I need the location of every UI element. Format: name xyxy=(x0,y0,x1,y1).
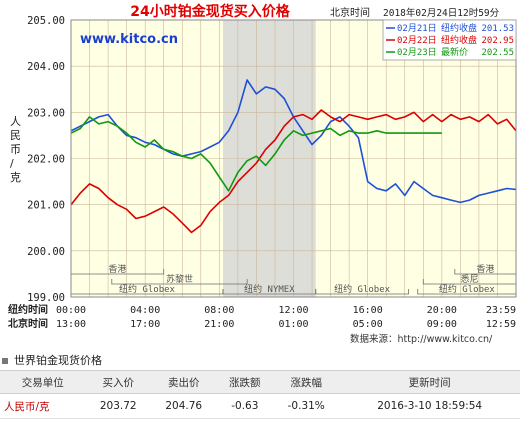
legend-label: 纽约收盘 xyxy=(441,22,477,34)
legend-value: 202.55 xyxy=(481,48,514,58)
table-header: 更新时间 xyxy=(339,370,520,394)
x-tick-label-ny: 04:00 xyxy=(130,305,160,316)
x-tick-label-ny: 16:00 xyxy=(353,305,383,316)
market-session-label: 纽约 Globex xyxy=(119,283,176,295)
table-row: 人民币/克 203.72 204.76 -0.63 -0.31% 2016-3-… xyxy=(0,393,520,419)
table-cell: 人民币/克 xyxy=(0,393,86,419)
legend: 02月21日 纽约收盘 201.53 02月22日 纽约收盘 202.95 02月23日 最新… xyxy=(382,19,517,61)
y-tick-labels: 205.00 204.00 203.00 202.00 201.00 200.00 199.… xyxy=(27,15,65,304)
legend-label: 纽约收盘 xyxy=(441,34,477,46)
datetime-value: 2018年02月24日12时59分 xyxy=(383,7,500,19)
source-note: 数据来源：http://www.kitco.cn/ xyxy=(350,333,493,345)
x-tick-label-ny: 23:59 xyxy=(486,305,516,316)
section-title: 世界铂金现货价格 xyxy=(0,352,520,370)
x-tick-labels: 00:00 13:00 04:00 17:00 08:00 21:00 12:00 01:00… xyxy=(56,305,516,330)
bullet-icon xyxy=(2,358,8,364)
table-header: 涨跌幅 xyxy=(273,370,340,394)
chart-title: 24小时铂金现货买入价格 xyxy=(130,3,290,20)
x-tick-label-ny: 12:00 xyxy=(278,305,308,316)
y-axis-label-char: / xyxy=(10,157,14,170)
table-header: 交易单位 xyxy=(0,370,86,394)
market-session-label: 纽约 Globex xyxy=(334,283,391,295)
market-session-label: 悉尼 xyxy=(461,273,479,285)
section-title-text: 世界铂金现货价格 xyxy=(14,354,102,367)
legend-box xyxy=(382,19,517,61)
plot-border xyxy=(70,19,517,298)
price-table: 交易单位 买入价 卖出价 涨跌额 涨跌幅 更新时间 人民币/克 203.72 2… xyxy=(0,370,520,419)
legend-date: 02月23日 xyxy=(397,47,437,58)
x-tick-label-bj: 12:59 xyxy=(486,319,516,330)
x-tick-label-bj: 17:00 xyxy=(130,319,160,330)
table-cell: 2016-3-10 18:59:54 xyxy=(339,393,520,419)
table-header: 买入价 xyxy=(85,370,151,394)
gridlines xyxy=(71,20,516,297)
row-label-bj: 北京时间 xyxy=(8,317,48,330)
market-session-label: 纽约 Globex xyxy=(439,283,496,295)
y-axis-label-char: 币 xyxy=(10,143,21,156)
table-cell: 203.72 xyxy=(85,393,151,419)
price-table-section: 世界铂金现货价格 交易单位 买入价 卖出价 涨跌额 涨跌幅 更新时间 人民币/克… xyxy=(0,352,520,419)
y-tick-label: 204.00 xyxy=(27,61,65,73)
legend-value: 202.95 xyxy=(481,36,514,46)
table-cell: -0.63 xyxy=(216,393,274,419)
watermark-url: www.kitco.cn xyxy=(80,32,178,47)
row-label-ny: 纽约时间 xyxy=(8,303,48,316)
datetime-label: 北京时间 xyxy=(330,6,370,19)
x-tick-label-ny: 00:00 xyxy=(56,305,86,316)
y-axis-label-char: 人 xyxy=(10,115,21,128)
legend-date: 02月22日 xyxy=(397,35,437,46)
chart-area: 香港 香港 苏黎世 悉尼 纽约 Globex 纽约 NYMEX 纽约 Globex 纽约 Gl… xyxy=(8,3,517,345)
y-axis-label: 人 民 币 / 克 xyxy=(10,115,21,184)
y-tick-label: 203.00 xyxy=(27,107,65,119)
x-tick-label-bj: 09:00 xyxy=(427,319,457,330)
legend-label: 最新价 xyxy=(441,46,468,58)
x-tick-label-bj: 05:00 xyxy=(353,319,383,330)
table-cell: -0.31% xyxy=(273,393,340,419)
y-tick-label: 201.00 xyxy=(27,200,65,212)
series-line xyxy=(70,116,442,192)
table-header: 卖出价 xyxy=(150,370,217,394)
market-session-label: 香港 xyxy=(108,263,126,275)
market-session-label: 纽约 NYMEX xyxy=(244,283,295,295)
table-cell: 204.76 xyxy=(150,393,217,419)
series-lines xyxy=(70,79,517,234)
market-session-label: 香港 xyxy=(476,263,494,275)
table-header-row: 交易单位 买入价 卖出价 涨跌额 涨跌幅 更新时间 xyxy=(0,370,520,394)
legend-date: 02月21日 xyxy=(397,23,437,34)
y-tick-label: 200.00 xyxy=(27,246,65,258)
legend-value: 201.53 xyxy=(481,24,514,34)
x-tick-label-ny: 20:00 xyxy=(427,305,457,316)
market-session-bracket xyxy=(315,289,409,295)
x-tick-label-bj: 21:00 xyxy=(204,319,234,330)
y-tick-label: 202.00 xyxy=(27,154,65,166)
series-line xyxy=(70,109,517,234)
y-tick-label: 199.00 xyxy=(27,292,65,304)
y-tick-label: 205.00 xyxy=(27,15,65,27)
y-axis-label-char: 民 xyxy=(10,129,21,142)
x-tick-label-bj: 01:00 xyxy=(278,319,308,330)
table-header: 涨跌额 xyxy=(216,370,274,394)
market-session-bracket xyxy=(111,279,248,285)
market-session-label: 苏黎世 xyxy=(166,273,193,285)
x-tick-label-bj: 13:00 xyxy=(56,319,86,330)
x-tick-label-ny: 08:00 xyxy=(204,305,234,316)
y-axis-label-char: 克 xyxy=(10,171,21,184)
